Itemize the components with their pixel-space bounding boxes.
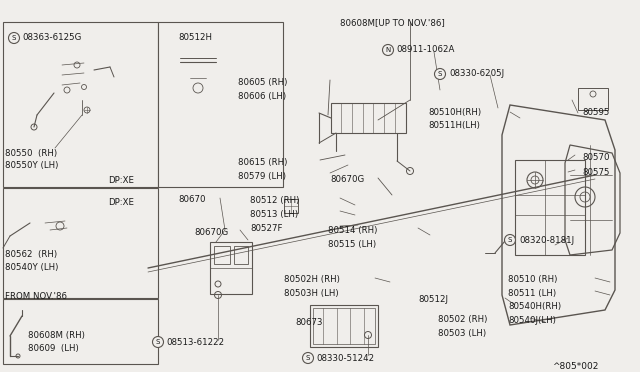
Text: 80550  (RH): 80550 (RH) — [5, 149, 57, 158]
Text: 80502 (RH): 80502 (RH) — [438, 315, 488, 324]
Text: DP:XE: DP:XE — [108, 198, 134, 207]
Text: 80609  (LH): 80609 (LH) — [28, 344, 79, 353]
Text: 80608M[UP TO NOV.'86]: 80608M[UP TO NOV.'86] — [340, 18, 445, 27]
Text: 08320-8181J: 08320-8181J — [519, 236, 574, 245]
Text: 80670G: 80670G — [194, 228, 228, 237]
Text: 80670: 80670 — [178, 195, 205, 204]
Bar — [214, 246, 230, 264]
Text: ^805*002: ^805*002 — [552, 362, 598, 371]
Text: 80670G: 80670G — [330, 175, 364, 184]
Text: 08513-61222: 08513-61222 — [166, 338, 224, 347]
Bar — [578, 88, 608, 110]
Text: 80606 (LH): 80606 (LH) — [238, 92, 286, 101]
Bar — [313, 308, 375, 344]
Text: 80562  (RH): 80562 (RH) — [5, 250, 57, 259]
Text: 80595: 80595 — [582, 108, 609, 117]
Bar — [3, 22, 158, 187]
Text: 80579 (LH): 80579 (LH) — [238, 172, 286, 181]
Bar — [234, 246, 248, 264]
Text: FROM NOV.'86: FROM NOV.'86 — [5, 292, 67, 301]
Text: 80550Y (LH): 80550Y (LH) — [5, 161, 58, 170]
Circle shape — [504, 234, 515, 246]
Text: 80511H(LH): 80511H(LH) — [428, 121, 480, 130]
Text: 80673: 80673 — [295, 318, 323, 327]
Bar — [331, 103, 406, 133]
Circle shape — [435, 68, 445, 80]
Text: 80512J: 80512J — [418, 295, 448, 304]
Bar — [284, 199, 298, 213]
Text: N: N — [385, 47, 390, 53]
Text: 80605 (RH): 80605 (RH) — [238, 78, 287, 87]
Text: 08330-6205J: 08330-6205J — [449, 69, 504, 78]
Text: 80511 (LH): 80511 (LH) — [508, 289, 556, 298]
Text: 80514 (RH): 80514 (RH) — [328, 226, 378, 235]
Text: S: S — [306, 355, 310, 361]
Text: 80512H: 80512H — [178, 33, 212, 42]
Text: 80515 (LH): 80515 (LH) — [328, 240, 376, 249]
Text: 80527F: 80527F — [250, 224, 282, 233]
Text: 80608M (RH): 80608M (RH) — [28, 331, 85, 340]
Text: 80510 (RH): 80510 (RH) — [508, 275, 557, 284]
Text: 80512 (RH): 80512 (RH) — [250, 196, 300, 205]
Text: 80615 (RH): 80615 (RH) — [238, 158, 287, 167]
Text: 80540H(RH): 80540H(RH) — [508, 302, 561, 311]
Bar — [3, 188, 158, 298]
Text: S: S — [438, 71, 442, 77]
Bar — [158, 22, 283, 187]
Circle shape — [152, 337, 163, 347]
Text: 80503H (LH): 80503H (LH) — [284, 289, 339, 298]
Text: 08330-51242: 08330-51242 — [316, 354, 374, 363]
Circle shape — [303, 353, 314, 363]
Circle shape — [8, 32, 19, 44]
Text: 08911-1062A: 08911-1062A — [396, 45, 454, 54]
Text: 80513 (LH): 80513 (LH) — [250, 210, 298, 219]
Bar — [3, 299, 158, 364]
Text: S: S — [12, 35, 16, 41]
Circle shape — [383, 45, 394, 55]
Text: DP:XE: DP:XE — [108, 176, 134, 185]
Bar — [515, 160, 585, 255]
Bar — [310, 305, 378, 347]
Text: 80510H(RH): 80510H(RH) — [428, 108, 481, 117]
Text: 80503 (LH): 80503 (LH) — [438, 329, 486, 338]
Text: 08363-6125G: 08363-6125G — [22, 33, 81, 42]
Text: 80575: 80575 — [582, 168, 609, 177]
Text: 80570: 80570 — [582, 153, 609, 162]
Text: 80502H (RH): 80502H (RH) — [284, 275, 340, 284]
Text: 80540J(LH): 80540J(LH) — [508, 316, 556, 325]
Text: S: S — [156, 339, 160, 345]
Bar — [210, 242, 252, 294]
Text: S: S — [508, 237, 512, 243]
Text: 80540Y (LH): 80540Y (LH) — [5, 263, 58, 272]
